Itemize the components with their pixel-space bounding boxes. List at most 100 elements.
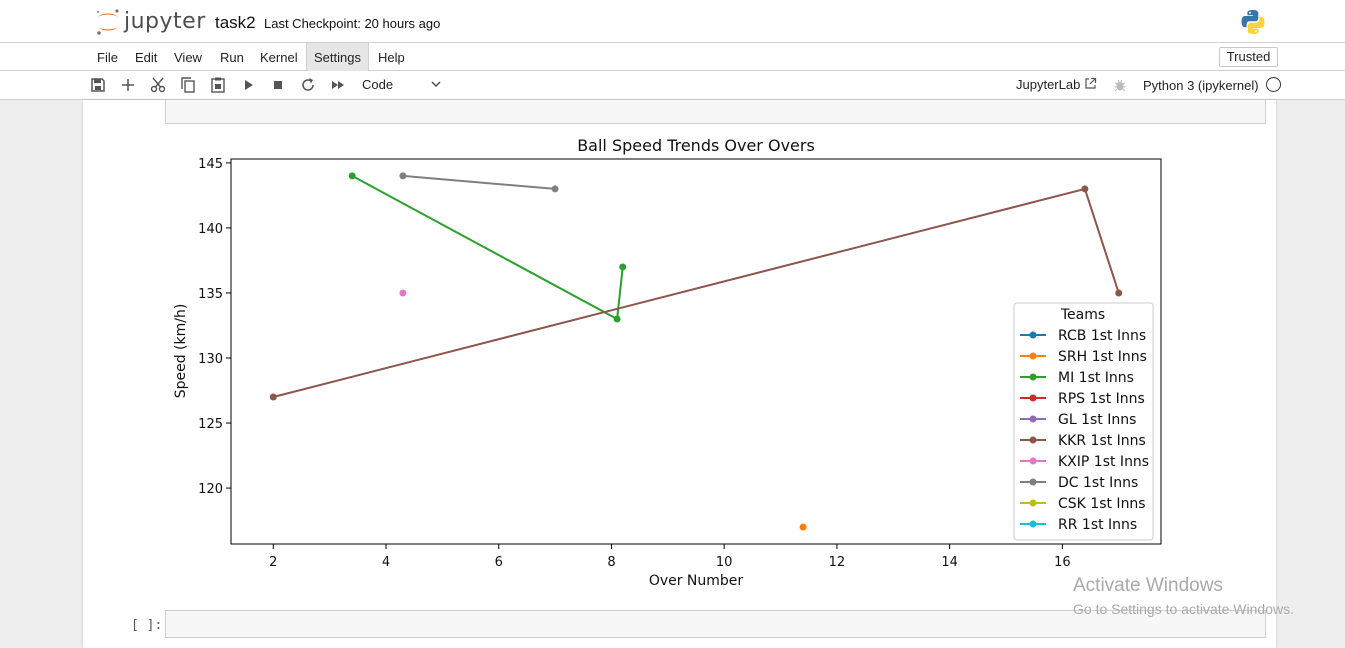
legend-swatch-marker-rcb — [1029, 331, 1037, 339]
chevron-down-icon — [431, 81, 441, 87]
copy-button[interactable] — [179, 76, 197, 94]
x-tick-label: 6 — [495, 555, 503, 570]
copy-icon — [181, 77, 195, 93]
x-tick-label: 16 — [1054, 555, 1071, 570]
y-tick-label: 145 — [198, 157, 223, 172]
cell-type-select[interactable]: Code — [362, 76, 444, 96]
series-line-mi — [351, 175, 624, 321]
menu-help[interactable]: Help — [378, 50, 405, 65]
data-point-kkr — [1081, 185, 1089, 193]
watermark-line-2: Go to Settings to activate Windows. — [1073, 601, 1294, 617]
x-tick-label: 2 — [269, 555, 277, 570]
y-tick-label: 125 — [198, 417, 223, 432]
legend-swatch-marker-kxip — [1029, 457, 1037, 465]
jupyter-logo[interactable]: jupyter — [94, 8, 206, 36]
x-axis-label: Over Number — [649, 573, 744, 589]
legend: Teams RCB 1st Inns SRH 1st Inns MI 1st Inn… — [1013, 302, 1154, 541]
debugger-icon[interactable] — [1113, 78, 1127, 92]
data-point-srh — [799, 523, 807, 531]
run-icon — [245, 80, 253, 90]
data-point-mi — [619, 263, 627, 271]
legend-entry-gl: GL 1st Inns — [1058, 412, 1136, 428]
notebook-name[interactable]: task2 — [215, 13, 256, 32]
save-icon — [91, 78, 105, 92]
menu-run[interactable]: Run — [220, 50, 244, 65]
jupyter-logo-icon — [96, 9, 119, 35]
menu-bar: File Edit View Run Kernel Settings Help … — [0, 43, 1345, 71]
restart-icon — [302, 78, 314, 91]
menu-settings[interactable]: Settings — [306, 43, 369, 71]
legend-box — [1013, 302, 1154, 541]
kernel-name[interactable]: Python 3 (ipykernel) — [1143, 78, 1259, 93]
fast-forward-icon — [332, 81, 344, 89]
restart-run-all-button[interactable] — [329, 76, 347, 94]
y-tick-label: 120 — [198, 482, 223, 497]
x-axis: 2 4 6 8 10 12 14 16 — [269, 544, 1071, 570]
data-point-kkr — [1115, 289, 1123, 297]
y-tick-label: 130 — [198, 352, 223, 367]
run-cell-button[interactable] — [239, 76, 257, 94]
series-line-dc — [402, 174, 556, 190]
x-tick-label: 8 — [607, 555, 615, 570]
legend-swatch-marker-rr — [1029, 520, 1037, 528]
kernel-status-icon — [1266, 77, 1281, 92]
cut-icon — [150, 77, 166, 93]
legend-entry-kkr: KKR 1st Inns — [1058, 433, 1146, 449]
legend-swatch-marker-kkr — [1029, 436, 1037, 444]
legend-title: Teams — [1060, 307, 1105, 323]
legend-swatch-marker-dc — [1029, 478, 1037, 486]
series-layer — [269, 172, 1123, 531]
legend-entry-rcb: RCB 1st Inns — [1058, 328, 1146, 344]
x-tick-label: 12 — [829, 555, 846, 570]
save-button[interactable] — [89, 76, 107, 94]
cell-prompt: [ ]: — [131, 618, 163, 633]
y-tick-label: 135 — [198, 287, 223, 302]
paste-icon — [211, 77, 225, 93]
notebook-panel: Ball Speed Trends Over Overs 120 125 130 13… — [83, 100, 1276, 648]
interrupt-button[interactable] — [269, 76, 287, 94]
ball-speed-chart: Ball Speed Trends Over Overs 120 125 130 13… — [173, 136, 1162, 589]
stop-icon — [274, 81, 282, 89]
trusted-badge[interactable]: Trusted — [1219, 47, 1278, 67]
checkpoint-status: Last Checkpoint: 20 hours ago — [264, 16, 441, 31]
restart-kernel-button[interactable] — [299, 76, 317, 94]
legend-entry-srh: SRH 1st Inns — [1058, 349, 1147, 365]
chart-title: Ball Speed Trends Over Overs — [577, 136, 815, 155]
legend-swatch-marker-csk — [1029, 499, 1037, 507]
data-point-mi — [613, 315, 621, 323]
data-point-kxip — [399, 289, 407, 297]
data-point-dc — [551, 185, 559, 193]
x-tick-label: 10 — [716, 555, 733, 570]
insert-cell-button[interactable] — [119, 76, 137, 94]
add-icon — [122, 79, 134, 91]
notebook-header: jupyter task2 Last Checkpoint: 20 hours … — [0, 0, 1345, 43]
jupyter-logo-text: jupyter — [124, 9, 206, 34]
notebook-toolbar: Code JupyterLab Python 3 (ipykernel) — [0, 71, 1345, 100]
cut-button[interactable] — [149, 76, 167, 94]
data-point-kkr — [269, 393, 277, 401]
data-point-dc — [399, 172, 407, 180]
previous-code-cell[interactable] — [165, 100, 1266, 124]
jupyterlab-link[interactable]: JupyterLab — [1016, 77, 1081, 92]
legend-swatch-marker-srh — [1029, 352, 1037, 360]
y-axis: 120 125 130 135 140 145 — [198, 157, 231, 497]
activate-windows-watermark: Activate Windows Go to Settings to activ… — [1073, 575, 1294, 617]
legend-swatch-marker-gl — [1029, 415, 1037, 423]
legend-entry-dc: DC 1st Inns — [1058, 475, 1138, 491]
empty-code-cell[interactable] — [165, 610, 1266, 638]
legend-entry-csk: CSK 1st Inns — [1058, 496, 1146, 512]
external-link-icon[interactable] — [1084, 77, 1097, 90]
menu-file[interactable]: File — [97, 50, 118, 65]
menu-edit[interactable]: Edit — [135, 50, 158, 65]
legend-entry-kxip: KXIP 1st Inns — [1058, 454, 1149, 470]
legend-swatch-marker-rps — [1029, 394, 1037, 402]
paste-button[interactable] — [209, 76, 227, 94]
y-axis-label: Speed (km/h) — [173, 304, 189, 399]
legend-swatch-marker-mi — [1029, 373, 1037, 381]
menu-kernel[interactable]: Kernel — [260, 50, 298, 65]
data-point-mi — [348, 172, 356, 180]
plot-area — [230, 158, 1162, 545]
x-tick-label: 14 — [941, 555, 958, 570]
menu-view[interactable]: View — [174, 50, 202, 65]
x-tick-label: 4 — [382, 555, 390, 570]
